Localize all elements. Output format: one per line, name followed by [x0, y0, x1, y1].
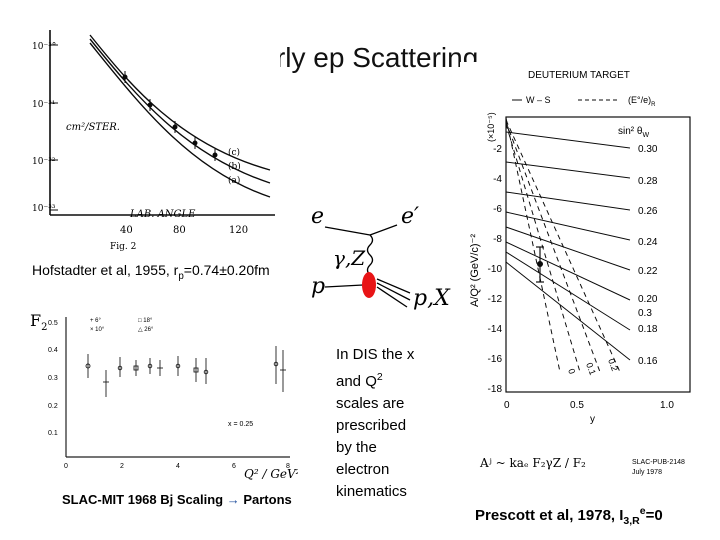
svg-text:0.22: 0.22 — [638, 266, 658, 277]
hof-curve-label-a: (a) — [228, 175, 240, 186]
slac-caption: SLAC-MIT 1968 Bj Scaling → Partons — [62, 492, 292, 507]
slac-y-tick-3: 0.2 — [48, 403, 58, 410]
hof-x-tick-1: 80 — [173, 225, 186, 236]
slac-y-tick-4: 0.1 — [48, 430, 58, 437]
svg-text:0.1: 0.1 — [584, 361, 598, 376]
dis-note: In DIS the x and Q2 scales are prescribe… — [336, 346, 415, 500]
svg-text:0.16: 0.16 — [638, 356, 658, 367]
feynman-p-in: p — [311, 274, 325, 299]
slac-x-tick-2: 4 — [176, 463, 180, 470]
arrow-right-icon: → — [226, 492, 240, 507]
slac-y-tick-0: 0.5 — [48, 320, 58, 327]
svg-text:-14: -14 — [488, 324, 503, 335]
svg-text:0.18: 0.18 — [638, 324, 658, 335]
svg-text:y: y — [590, 414, 595, 425]
svg-text:0.20: 0.20 — [638, 294, 658, 305]
slac-y-tick-1: 0.4 — [48, 347, 58, 354]
feynman-e-in: e — [311, 204, 324, 229]
hof-x-label: LAB. ANGLE — [129, 209, 196, 220]
slac-y-tick-2: 0.3 — [48, 375, 58, 382]
svg-text:1.0: 1.0 — [660, 400, 674, 411]
svg-text:-4: -4 — [493, 174, 502, 185]
feynman-p-out: p,X — [413, 286, 451, 311]
hof-y-tick-2: 10⁻³² — [32, 157, 56, 167]
hof-x-tick-2: 120 — [229, 225, 248, 236]
prescott-footnote-2: July 1978 — [632, 469, 662, 476]
svg-text:-16: -16 — [488, 354, 503, 365]
feynman-diagram: e e′ γ,Z p p,X — [311, 204, 451, 311]
svg-text:0.26: 0.26 — [638, 206, 658, 217]
svg-text:-10: -10 — [488, 264, 503, 275]
prescott-legend-ratio: (E°/e)R — [628, 95, 656, 108]
svg-text:+ 6°: + 6° — [90, 318, 102, 324]
slac-x-tick-0: 0 — [64, 463, 68, 470]
hof-y-tick-3: 10⁻³³ — [32, 204, 56, 214]
svg-text:0.24: 0.24 — [638, 237, 658, 248]
svg-text:△ 26°: △ 26° — [138, 327, 154, 333]
hofstadter-caption: Hofstadter et al, 1955, rp=0.74±0.20fm — [32, 262, 270, 282]
hof-curve-label-b: (b) — [228, 161, 241, 172]
slac-plot: F2 0.5 0.4 0.3 0.2 0.1 0 2 4 6 8 + 6° □ … — [28, 302, 298, 484]
prescott-plot: DEUTERIUM TARGET W – S (E°/e)R sin² θW A… — [460, 62, 700, 502]
slac-x-tick-3: 6 — [232, 463, 236, 470]
svg-text:-2: -2 — [493, 144, 502, 155]
prescott-header: DEUTERIUM TARGET — [528, 70, 630, 81]
feynman-e-out: e′ — [401, 204, 419, 229]
hof-y-tick-0: 10⁻³° — [32, 42, 56, 52]
hof-x-tick-0: 40 — [120, 225, 133, 236]
svg-text:-6: -6 — [493, 204, 502, 215]
prescott-caption: Prescott et al, 1978, I3,Re=0 — [475, 505, 663, 527]
slac-x-tick-1: 2 — [120, 463, 124, 470]
slac-y-label: F2 — [30, 311, 47, 333]
svg-text:0.28: 0.28 — [638, 176, 658, 187]
svg-text:□ 18°: □ 18° — [138, 318, 153, 324]
slac-x-axis-label: Q² / GeV² — [244, 467, 298, 481]
svg-text:W – S: W – S — [526, 95, 551, 105]
slac-x-note: x = 0.25 — [228, 421, 253, 428]
svg-text:-8: -8 — [493, 234, 502, 245]
hof-fig-label: Fig. 2 — [110, 242, 136, 252]
svg-text:0.3: 0.3 — [638, 308, 652, 319]
svg-text:× 10°: × 10° — [90, 327, 105, 333]
hof-y-tick-1: 10⁻³¹ — [32, 100, 55, 110]
svg-text:0.2: 0.2 — [606, 357, 620, 372]
svg-text:0.5: 0.5 — [570, 400, 584, 411]
prescott-y-unit: (×10⁻⁵) — [486, 112, 496, 142]
svg-text:-18: -18 — [488, 384, 503, 395]
proton-vertex-blob — [362, 272, 376, 298]
slac-x-tick-4: 8 — [286, 463, 290, 470]
svg-text:-12: -12 — [488, 294, 503, 305]
hofstadter-plot: 10⁻³° 10⁻³¹ 10⁻³² 10⁻³³ cm²/STER. (c) (b… — [30, 25, 280, 255]
prescott-sin-label: sin² θW — [618, 126, 649, 139]
feynman-boson: γ,Z — [333, 246, 366, 270]
slide-title: Early ep Scattering — [241, 42, 479, 73]
svg-text:0: 0 — [504, 400, 510, 411]
prescott-y-axis-label: A/Q² (GeV/c)⁻² — [469, 234, 481, 307]
prescott-formula: Aʲ ~ kaₑ F₂γZ / F₂ — [479, 456, 586, 470]
hof-y-unit: cm²/STER. — [66, 122, 120, 133]
svg-text:0.30: 0.30 — [638, 144, 658, 155]
prescott-footnote-1: SLAC-PUB-2148 — [632, 459, 685, 466]
svg-text:0: 0 — [566, 367, 577, 375]
hof-curve-label-c: (c) — [228, 147, 240, 158]
